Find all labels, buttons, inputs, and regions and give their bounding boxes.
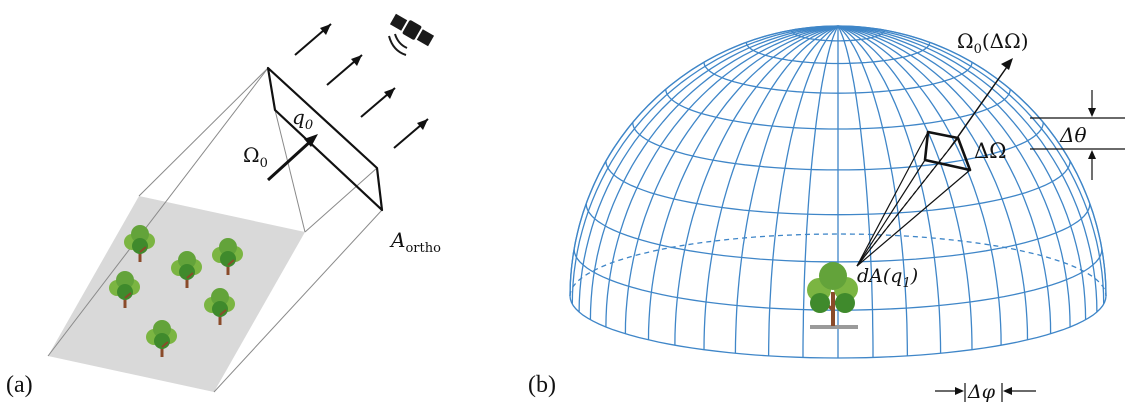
equator-back-line <box>569 233 1107 297</box>
meridian-line <box>837 25 942 354</box>
omega0-delta-omega-label: Ω0(ΔΩ) <box>957 29 1029 57</box>
direction-arrow <box>949 63 1010 149</box>
hemisphere-grid <box>569 25 1107 359</box>
meridian-line <box>837 25 1105 305</box>
delta-phi-label: Δφ <box>967 381 996 403</box>
a-ortho-label: Aortho <box>389 228 441 256</box>
tree-icon <box>124 225 155 262</box>
area-element-label: dA(q1) <box>857 265 918 291</box>
meridian-line <box>674 25 839 346</box>
meridian-line <box>767 25 839 356</box>
panel-a-label: (a) <box>6 372 33 398</box>
meridian-line <box>571 25 839 305</box>
meridian-line <box>589 25 839 320</box>
beam-edges <box>47 67 383 393</box>
direction-arrows <box>294 23 429 149</box>
meridian-line <box>734 25 839 354</box>
panel-b-label: (b) <box>528 372 556 398</box>
meridian-line <box>837 25 874 358</box>
q0-label: q0 <box>292 105 313 133</box>
delta-omega-label: ΔΩ <box>974 139 1007 163</box>
delta-theta-label: Δθ <box>1059 123 1086 147</box>
meridian-line <box>605 25 839 328</box>
solid-angle-patch <box>923 130 972 172</box>
meridian-line <box>837 25 1098 313</box>
satellite-icon <box>388 13 435 56</box>
meridian-line <box>802 25 839 358</box>
meridian-line <box>837 25 1071 328</box>
panel-a: Ω0 q0 Aortho (a) <box>6 13 441 398</box>
omega0-arrow <box>266 138 314 182</box>
ground-plane <box>48 196 305 392</box>
meridian-line <box>837 25 1029 340</box>
meridian-line <box>837 25 973 350</box>
omega0-label: Ω0 <box>243 143 268 171</box>
meridian-line <box>837 25 909 356</box>
meridian-line <box>837 25 1087 320</box>
delta-phi-marker <box>935 383 1036 402</box>
meridian-line <box>624 25 839 334</box>
tree-icon <box>109 271 140 308</box>
meridian-line <box>578 25 839 313</box>
meridian-line <box>837 25 1002 346</box>
meridian-line <box>703 25 839 350</box>
tree-icon <box>204 288 235 325</box>
solid-angle-cone <box>856 131 971 267</box>
panel-b: Ω0(ΔΩ) ΔΩ Δθ Δφ dA(q1) (b) <box>528 25 1125 403</box>
meridian-line <box>837 25 1052 334</box>
projection-plane <box>266 66 384 212</box>
tree-icon <box>171 251 202 288</box>
tree-icon <box>146 320 177 357</box>
tree-icon <box>212 238 243 275</box>
meridian-line <box>647 25 839 340</box>
hemisphere-outline <box>569 25 1107 297</box>
tree-icon <box>807 262 858 329</box>
